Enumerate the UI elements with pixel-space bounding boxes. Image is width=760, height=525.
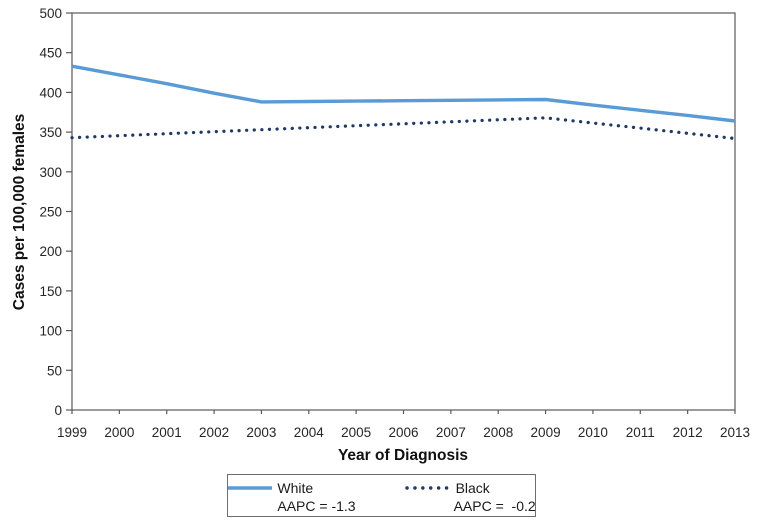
y-tick-label: 450	[39, 46, 62, 61]
plot-area-border	[71, 12, 736, 411]
x-tick-label: 2012	[673, 425, 703, 440]
legend-aapc-black: AAPC = -0.2	[453, 498, 536, 514]
series-lines	[70, 64, 737, 141]
y-tick-label: 50	[47, 363, 62, 378]
x-tick-label: 2006	[388, 425, 418, 440]
x-tick-label: 2007	[436, 425, 466, 440]
y-tick-label: 0	[54, 403, 62, 418]
x-tick-label: 1999	[57, 425, 87, 440]
x-axis-ticks: 1999 2000 2001 2002 2003 2004 2005 2006 2007 2008…	[57, 410, 750, 440]
series-line-white	[71, 64, 736, 123]
y-axis-ticks: 0 50 100 150 200 250 300 350 400 450 500	[39, 6, 72, 418]
legend-entry-white: White AAPC = -1.3	[227, 479, 356, 516]
x-tick-label: 2008	[483, 425, 513, 440]
y-tick-label: 400	[39, 85, 62, 100]
y-tick-label: 350	[39, 125, 62, 140]
legend-aapc-white: AAPC = -1.3	[277, 498, 356, 514]
y-tick-label: 150	[39, 284, 62, 299]
y-tick-label: 250	[39, 205, 62, 220]
y-tick-label: 300	[39, 165, 62, 180]
plot-svg: 0 50 100 150 200 250 300 350 400 450 500 1999 2000 2…	[11, 6, 750, 464]
black-line-swatch	[404, 486, 452, 490]
series-line-black	[70, 116, 737, 141]
legend-entry-black: Black AAPC = -0.2	[404, 479, 536, 516]
x-tick-label: 2001	[152, 425, 182, 440]
x-tick-label: 2010	[578, 425, 608, 440]
x-tick-label: 2013	[720, 425, 750, 440]
y-tick-label: 200	[39, 244, 62, 259]
legend-label-white: White	[277, 480, 314, 496]
white-line-swatch	[228, 486, 273, 490]
y-tick-label: 500	[39, 6, 62, 21]
y-tick-label: 100	[39, 324, 62, 339]
x-axis-title: Year of Diagnosis	[338, 447, 468, 464]
x-tick-label: 2004	[294, 425, 325, 440]
legend-label-black: Black	[455, 480, 490, 496]
x-tick-label: 2009	[531, 425, 561, 440]
x-tick-label: 2003	[246, 425, 276, 440]
x-tick-label: 2002	[199, 425, 229, 440]
y-axis-title: Cases per 100,000 females	[11, 114, 28, 310]
legend-box: White AAPC = -1.3 Black AAPC = -0.2	[227, 474, 536, 517]
x-tick-label: 2005	[341, 425, 371, 440]
x-tick-label: 2011	[626, 425, 655, 440]
x-tick-label: 2000	[104, 425, 134, 440]
